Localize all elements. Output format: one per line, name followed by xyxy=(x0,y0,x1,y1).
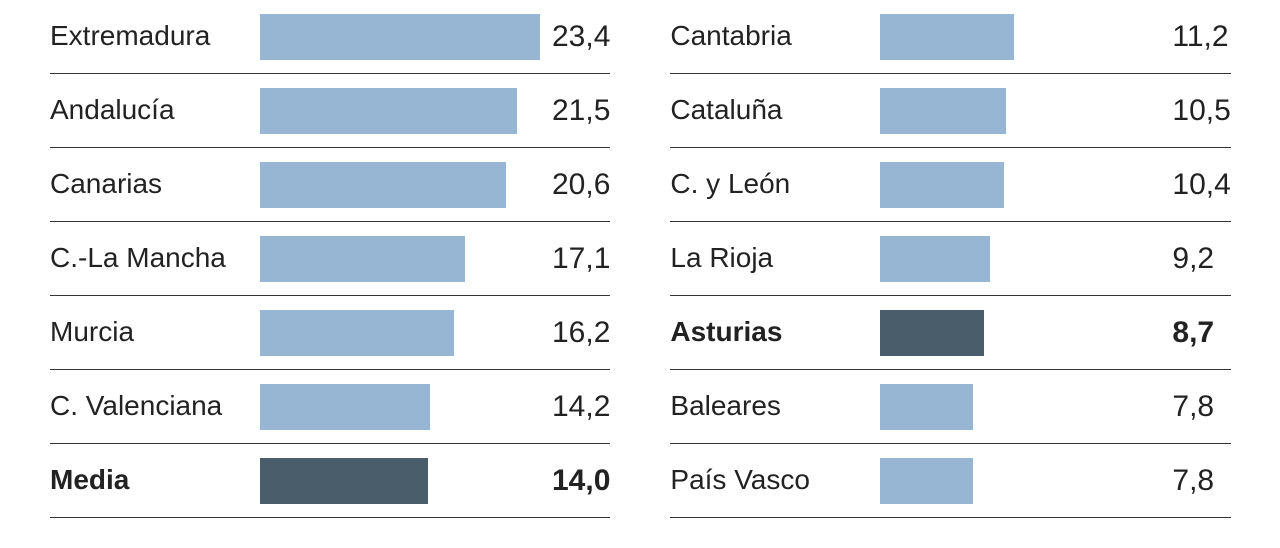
row-label: Extremadura xyxy=(50,21,260,52)
chart-column-left: Extremadura 23,4 Andalucía 21,5 Canarias… xyxy=(20,0,640,548)
row-value: 7,8 xyxy=(1172,464,1214,498)
bar-chart: Extremadura 23,4 Andalucía 21,5 Canarias… xyxy=(0,0,1280,548)
bar-track xyxy=(880,88,1160,134)
bar-track xyxy=(260,236,540,282)
bar xyxy=(260,384,430,430)
row-label: Baleares xyxy=(670,391,880,422)
row-label: C. y León xyxy=(670,169,880,200)
chart-row: Andalucía 21,5 xyxy=(50,74,610,148)
bar xyxy=(880,310,984,356)
bar-track xyxy=(260,458,540,504)
bar-track xyxy=(880,310,1160,356)
bar-track xyxy=(880,236,1160,282)
row-value: 7,8 xyxy=(1172,390,1214,424)
row-value: 14,0 xyxy=(552,464,610,498)
bar-track xyxy=(880,162,1160,208)
bar-track xyxy=(260,88,540,134)
row-label: País Vasco xyxy=(670,465,880,496)
chart-row: Murcia 16,2 xyxy=(50,296,610,370)
chart-row: Cantabria 11,2 xyxy=(670,0,1230,74)
chart-row: La Rioja 9,2 xyxy=(670,222,1230,296)
row-label: Cantabria xyxy=(670,21,880,52)
chart-row: Baleares 7,8 xyxy=(670,370,1230,444)
bar xyxy=(880,458,973,504)
row-value: 17,1 xyxy=(552,242,610,276)
bar-track xyxy=(880,384,1160,430)
bar xyxy=(260,310,454,356)
row-label: C.-La Mancha xyxy=(50,243,260,274)
bar-track xyxy=(260,162,540,208)
bar xyxy=(260,14,540,60)
bar xyxy=(260,162,506,208)
bar xyxy=(260,236,465,282)
row-value: 16,2 xyxy=(552,316,610,350)
bar-track xyxy=(260,310,540,356)
bar xyxy=(260,88,517,134)
row-value: 14,2 xyxy=(552,390,610,424)
chart-row: País Vasco 7,8 xyxy=(670,444,1230,518)
chart-row-highlight: Media 14,0 xyxy=(50,444,610,518)
row-value: 20,6 xyxy=(552,168,610,202)
bar-track xyxy=(260,14,540,60)
row-value: 11,2 xyxy=(1172,20,1228,54)
bar-track xyxy=(260,384,540,430)
bar xyxy=(880,88,1006,134)
chart-row: Extremadura 23,4 xyxy=(50,0,610,74)
chart-row: C.-La Mancha 17,1 xyxy=(50,222,610,296)
row-value: 9,2 xyxy=(1172,242,1214,276)
bar-track xyxy=(880,458,1160,504)
chart-row: Cataluña 10,5 xyxy=(670,74,1230,148)
row-label: La Rioja xyxy=(670,243,880,274)
chart-row-highlight: Asturias 8,7 xyxy=(670,296,1230,370)
bar xyxy=(260,458,428,504)
bar xyxy=(880,14,1014,60)
row-value: 23,4 xyxy=(552,20,610,54)
bar-track xyxy=(880,14,1160,60)
row-label: Canarias xyxy=(50,169,260,200)
row-label: Andalucía xyxy=(50,95,260,126)
chart-row: Canarias 20,6 xyxy=(50,148,610,222)
row-value: 21,5 xyxy=(552,94,610,128)
bar xyxy=(880,236,990,282)
row-label: C. Valenciana xyxy=(50,391,260,422)
row-value: 8,7 xyxy=(1172,316,1214,350)
chart-row: C. Valenciana 14,2 xyxy=(50,370,610,444)
row-label: Asturias xyxy=(670,317,880,348)
row-label: Media xyxy=(50,465,260,496)
row-label: Murcia xyxy=(50,317,260,348)
row-value: 10,5 xyxy=(1172,94,1230,128)
chart-row: C. y León 10,4 xyxy=(670,148,1230,222)
chart-column-right: Cantabria 11,2 Cataluña 10,5 C. y León 1… xyxy=(640,0,1260,548)
bar xyxy=(880,384,973,430)
row-label: Cataluña xyxy=(670,95,880,126)
row-value: 10,4 xyxy=(1172,168,1230,202)
bar xyxy=(880,162,1004,208)
